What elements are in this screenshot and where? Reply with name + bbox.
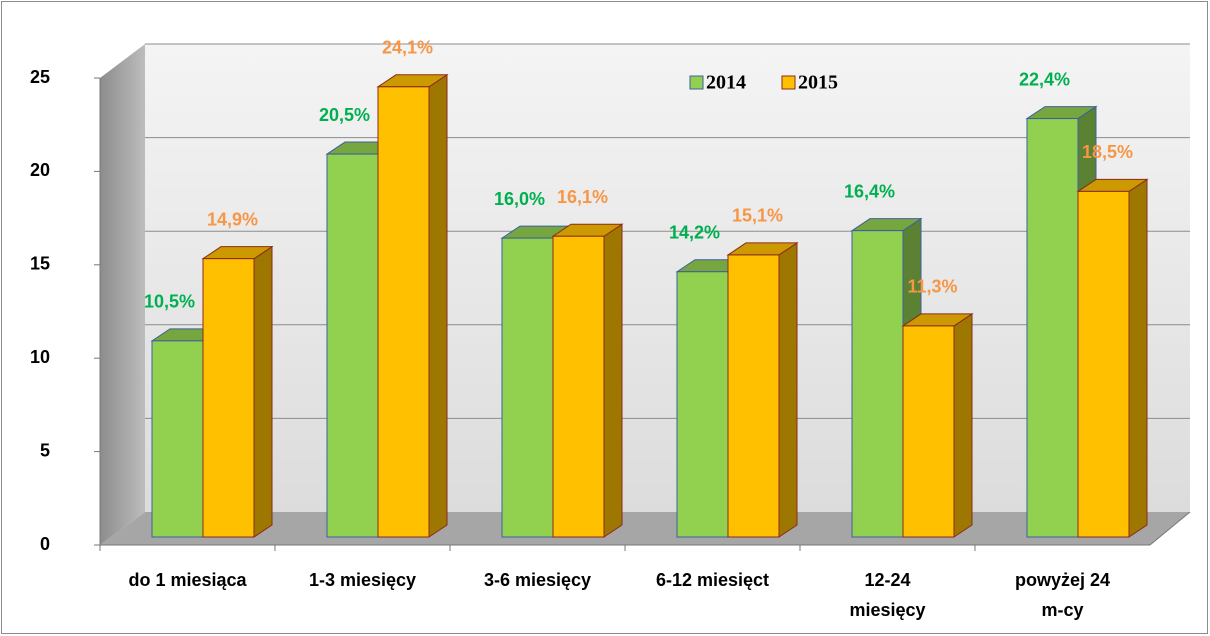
y-tick-label: 25 xyxy=(30,67,50,87)
value-label: 15,1% xyxy=(732,206,783,226)
floor-edge xyxy=(1149,511,1191,546)
bar xyxy=(1077,190,1130,538)
value-label: 11,3% xyxy=(907,277,957,297)
y-tick-label: 0 xyxy=(40,534,50,554)
legend-label: 2014 xyxy=(706,72,746,94)
bar xyxy=(501,237,554,538)
value-label: 14,9% xyxy=(207,209,258,229)
bar xyxy=(676,271,729,538)
y-tick-label: 5 xyxy=(40,440,50,460)
x-tick-label: 1-3 miesięcy xyxy=(308,570,417,590)
back-wall xyxy=(145,44,1190,512)
x-tick-label: do 1 miesiąca xyxy=(128,570,247,590)
legend-label: 2015 xyxy=(798,72,838,94)
side-wall xyxy=(100,44,145,545)
bar xyxy=(326,153,379,538)
bar xyxy=(1026,118,1079,538)
bar xyxy=(727,254,780,538)
value-label: 16,4% xyxy=(844,181,895,201)
value-label: 20,5% xyxy=(319,105,370,125)
bar xyxy=(552,235,605,538)
y-tick-label: 15 xyxy=(30,254,50,274)
x-tick-label: powyżej 24 m-cy xyxy=(1014,570,1111,620)
value-label: 10,5% xyxy=(144,292,195,312)
x-tick-label: 12-24 miesięcy xyxy=(849,570,926,620)
bar xyxy=(377,86,430,538)
bar-side xyxy=(253,245,273,538)
value-label: 14,2% xyxy=(669,222,720,242)
bar xyxy=(851,230,904,538)
x-tick-label: 3-6 miesięcy xyxy=(483,570,592,590)
bar-side xyxy=(428,73,448,538)
y-tick-label: 10 xyxy=(30,347,50,367)
value-label: 16,0% xyxy=(494,189,545,209)
value-label: 22,4% xyxy=(1019,69,1070,89)
bar xyxy=(902,325,955,538)
x-tick-label: 6-12 miesięct xyxy=(655,570,770,590)
value-label: 16,1% xyxy=(557,187,608,207)
bar-side xyxy=(953,312,973,538)
bar-side xyxy=(1128,178,1148,538)
legend-swatch xyxy=(781,75,796,90)
y-tick-label: 20 xyxy=(30,160,50,180)
legend-swatch xyxy=(689,75,704,90)
bar xyxy=(202,258,255,538)
bar-side xyxy=(778,241,798,538)
value-label: 18,5% xyxy=(1082,142,1133,162)
bar-side xyxy=(603,223,623,538)
value-label: 24,1% xyxy=(382,38,433,58)
bar xyxy=(151,340,204,538)
